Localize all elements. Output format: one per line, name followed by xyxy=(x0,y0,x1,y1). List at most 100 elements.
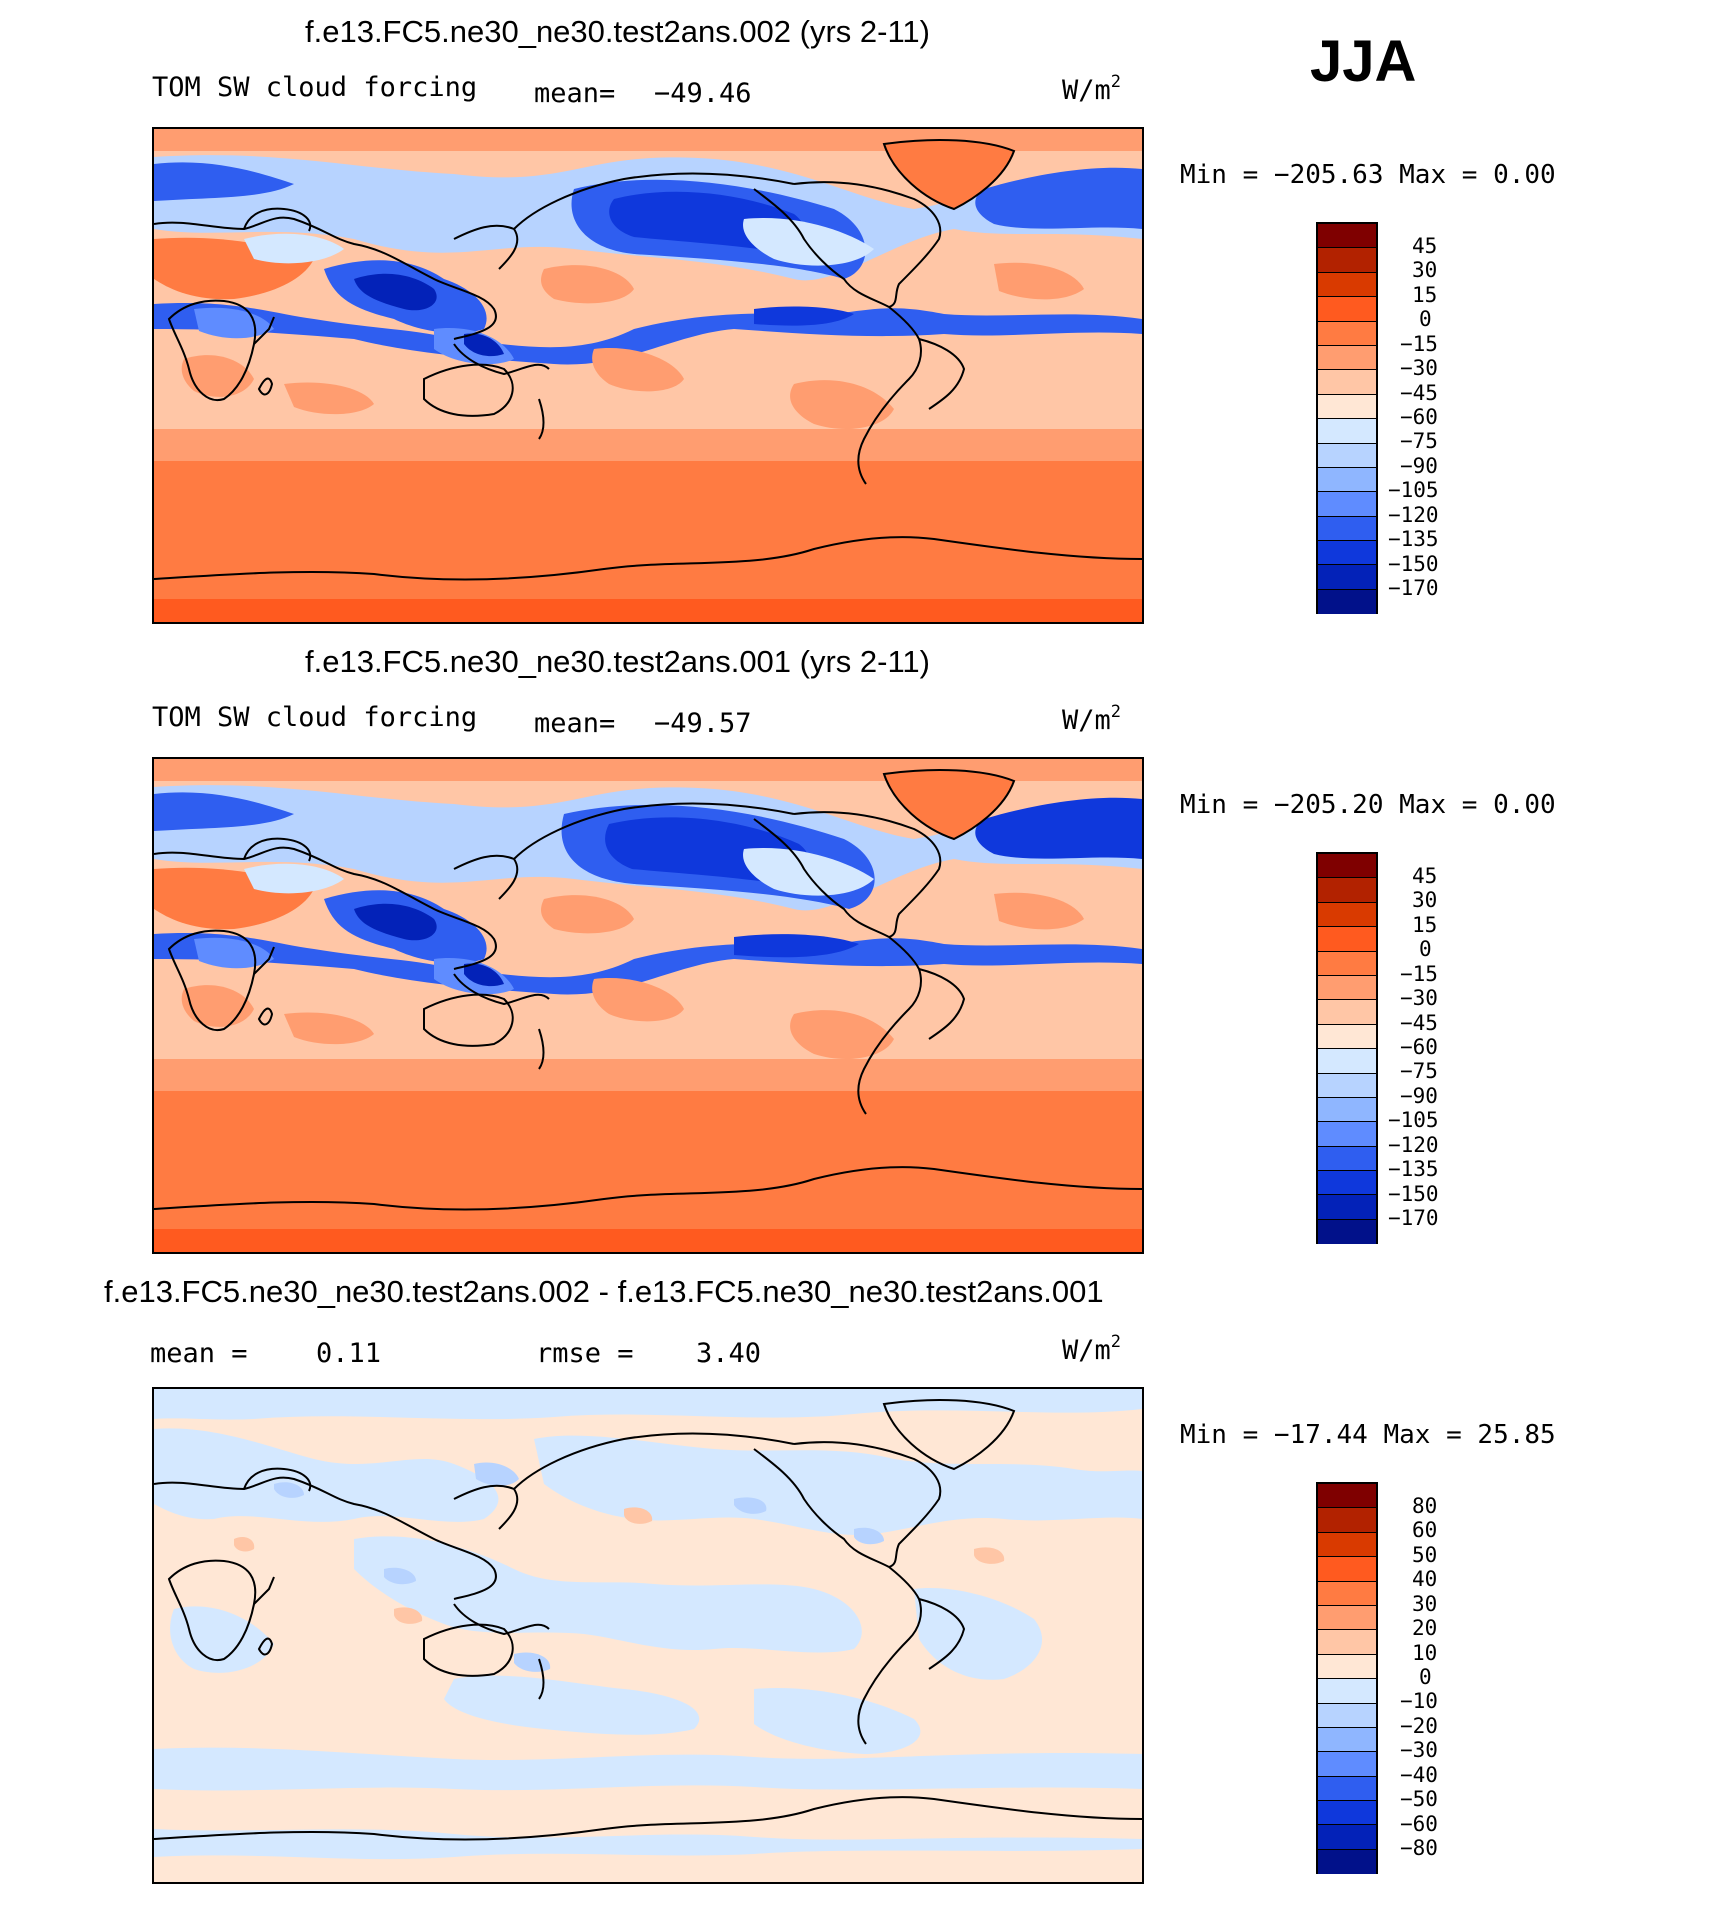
panel-2-colorbar xyxy=(1316,852,1378,1245)
season-label: JJA xyxy=(1310,29,1417,94)
panel-1-colorbar-bin xyxy=(1318,565,1376,590)
panel-3-units-exponent: 2 xyxy=(1110,1332,1122,1352)
colorbar-tick-label: −90 xyxy=(1400,1084,1438,1108)
panel-2-map xyxy=(152,757,1144,1254)
panel-3-units: W/m2 xyxy=(1062,1332,1121,1366)
panel-1-colorbar-bin xyxy=(1318,370,1376,395)
panel-1-colorbar-bin xyxy=(1318,492,1376,517)
colorbar-tick-label: −170 xyxy=(1388,1206,1439,1230)
panel-2-mean-label: mean= xyxy=(534,708,616,739)
colorbar-tick-label: 30 xyxy=(1412,888,1438,912)
panel-1-units: W/m2 xyxy=(1062,72,1121,106)
panel-3-minmax: Min = −17.44 Max = 25.85 xyxy=(1180,1420,1556,1450)
panel-3-colorbar-bin xyxy=(1318,1849,1376,1875)
panel-1-colorbar-bin xyxy=(1318,321,1376,346)
panel-2-units-base: W/m xyxy=(1062,705,1111,736)
colorbar-tick-label: 0 xyxy=(1419,937,1432,961)
panel-1-mean-label: mean= xyxy=(534,78,616,109)
colorbar-tick-label: 15 xyxy=(1412,283,1438,307)
panel-3-colorbar-bin xyxy=(1318,1484,1376,1509)
panel-2-colorbar-bin xyxy=(1318,1000,1376,1025)
panel-2-colorbar-bin xyxy=(1318,1097,1376,1123)
colorbar-tick-label: 50 xyxy=(1412,1543,1438,1567)
panel-3-colorbar-bin xyxy=(1318,1605,1376,1631)
panel-1-variable-label: TOM SW cloud forcing xyxy=(152,72,478,103)
panel-2-colorbar-bin xyxy=(1318,1219,1376,1245)
colorbar-tick-label: −105 xyxy=(1388,478,1439,502)
panel-3-colorbar-bin xyxy=(1318,1703,1376,1728)
colorbar-tick-label: 40 xyxy=(1412,1567,1438,1591)
panel-3-colorbar-bin xyxy=(1318,1752,1376,1777)
panel-3-mean-value: 0.11 xyxy=(316,1338,382,1369)
panel-2-colorbar-bin xyxy=(1318,854,1376,879)
panel-3-colorbar-bin xyxy=(1318,1630,1376,1655)
colorbar-tick-label: −30 xyxy=(1400,1738,1438,1762)
colorbar-tick-label: 60 xyxy=(1412,1518,1438,1542)
colorbar-tick-label: −15 xyxy=(1400,962,1438,986)
panel-1-colorbar-bin xyxy=(1318,224,1376,249)
panel-2-colorbar-bin xyxy=(1318,1024,1376,1050)
panel-2-colorbar-bin xyxy=(1318,902,1376,928)
colorbar-tick-label: 0 xyxy=(1419,1665,1432,1689)
colorbar-tick-label: −105 xyxy=(1388,1108,1439,1132)
panel-1-colorbar-bin xyxy=(1318,272,1376,298)
panel-3-colorbar-bin xyxy=(1318,1557,1376,1582)
panel-1-colorbar-bin xyxy=(1318,467,1376,493)
colorbar-tick-label: 30 xyxy=(1412,258,1438,282)
colorbar-tick-label: 15 xyxy=(1412,913,1438,937)
colorbar-tick-label: 20 xyxy=(1412,1616,1438,1640)
colorbar-tick-label: −40 xyxy=(1400,1763,1438,1787)
panel-1-colorbar-bin xyxy=(1318,248,1376,273)
panel-1-minmax: Min = −205.63 Max = 0.00 xyxy=(1180,160,1556,190)
panel-1-title: f.e13.FC5.ne30_ne30.test2ans.002 (yrs 2-… xyxy=(305,14,930,49)
colorbar-tick-label: −80 xyxy=(1400,1836,1438,1860)
colorbar-tick-label: −120 xyxy=(1388,503,1439,527)
colorbar-tick-label: −135 xyxy=(1388,527,1439,551)
panel-2-title: f.e13.FC5.ne30_ne30.test2ans.001 (yrs 2-… xyxy=(305,644,930,679)
panel-1-units-exponent: 2 xyxy=(1110,72,1122,92)
panel-3-map xyxy=(152,1387,1144,1884)
panel-3-colorbar-bin xyxy=(1318,1508,1376,1533)
panel-3-colorbar-bin xyxy=(1318,1776,1376,1802)
panel-1-colorbar-bin xyxy=(1318,394,1376,420)
colorbar-tick-label: −20 xyxy=(1400,1714,1438,1738)
panel-3-colorbar xyxy=(1316,1482,1378,1875)
panel-2-colorbar-bin xyxy=(1318,951,1376,976)
panel-1-colorbar-bin xyxy=(1318,541,1376,566)
colorbar-tick-label: −120 xyxy=(1388,1133,1439,1157)
panel-3-units-base: W/m xyxy=(1062,1335,1111,1366)
colorbar-tick-label: −170 xyxy=(1388,576,1439,600)
colorbar-tick-label: 45 xyxy=(1412,234,1438,258)
panel-2-colorbar-bin xyxy=(1318,1073,1376,1098)
panel-2-colorbar-bin xyxy=(1318,975,1376,1001)
panel-2-colorbar-bin xyxy=(1318,878,1376,903)
colorbar-tick-label: −75 xyxy=(1400,1059,1438,1083)
panel-3-colorbar-bin xyxy=(1318,1581,1376,1606)
panel-1-colorbar-bin xyxy=(1318,345,1376,371)
colorbar-tick-label: −45 xyxy=(1400,381,1438,405)
colorbar-tick-label: −75 xyxy=(1400,429,1438,453)
panel-1-colorbar-bin xyxy=(1318,443,1376,468)
colorbar-tick-label: −45 xyxy=(1400,1011,1438,1035)
colorbar-tick-label: −150 xyxy=(1388,552,1439,576)
panel-2-minmax: Min = −205.20 Max = 0.00 xyxy=(1180,790,1556,820)
panel-3-colorbar-bin xyxy=(1318,1532,1376,1558)
panel-3-rmse-label: rmse = xyxy=(536,1338,634,1369)
colorbar-tick-label: −90 xyxy=(1400,454,1438,478)
colorbar-tick-label: −30 xyxy=(1400,986,1438,1010)
colorbar-tick-label: −60 xyxy=(1400,1035,1438,1059)
panel-3-colorbar-bin xyxy=(1318,1801,1376,1826)
colorbar-tick-label: 30 xyxy=(1412,1592,1438,1616)
panel-3-colorbar-bin xyxy=(1318,1727,1376,1753)
colorbar-tick-label: −150 xyxy=(1388,1182,1439,1206)
panel-3-colorbar-bin xyxy=(1318,1825,1376,1850)
colorbar-tick-label: −15 xyxy=(1400,332,1438,356)
panel-1-map xyxy=(152,127,1144,624)
colorbar-tick-label: −135 xyxy=(1388,1157,1439,1181)
colorbar-tick-label: −30 xyxy=(1400,356,1438,380)
colorbar-tick-label: 45 xyxy=(1412,864,1438,888)
colorbar-tick-label: −60 xyxy=(1400,405,1438,429)
panel-2-units: W/m2 xyxy=(1062,702,1121,736)
panel-2-colorbar-bin xyxy=(1318,1146,1376,1172)
panel-1-colorbar xyxy=(1316,222,1378,615)
